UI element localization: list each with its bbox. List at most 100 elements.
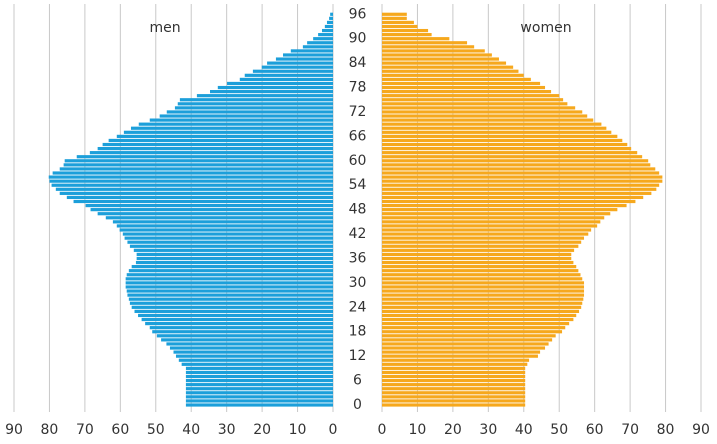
bar — [131, 265, 333, 269]
bar — [382, 151, 638, 155]
bar — [322, 28, 333, 33]
bar — [382, 305, 582, 309]
bar — [382, 228, 592, 232]
bar — [382, 277, 583, 281]
age-label: 24 — [349, 299, 367, 315]
age-label: 96 — [349, 6, 367, 22]
bar — [382, 163, 651, 167]
bar — [313, 37, 333, 41]
bar — [382, 155, 643, 159]
bar — [382, 387, 526, 391]
bar — [152, 330, 333, 334]
bar — [382, 61, 507, 65]
bar — [382, 383, 526, 387]
bar — [227, 81, 333, 86]
bar — [185, 366, 333, 370]
bar — [97, 146, 333, 151]
bar — [175, 354, 333, 358]
x-tick-label: 40 — [182, 422, 200, 438]
bar — [185, 387, 333, 391]
x-tick-label: 50 — [550, 422, 568, 438]
bar — [97, 212, 333, 216]
x-tick-label: 60 — [586, 422, 604, 438]
bar — [382, 28, 429, 33]
bar — [382, 199, 636, 204]
bar — [127, 240, 333, 244]
bar — [382, 53, 492, 57]
bar — [196, 94, 333, 98]
bar — [145, 322, 333, 326]
bar — [382, 183, 660, 187]
bar — [252, 69, 333, 73]
bar — [59, 191, 334, 195]
bar — [166, 342, 333, 346]
bar — [283, 53, 333, 57]
bar — [382, 244, 579, 248]
bar — [382, 395, 526, 399]
x-tick-label: 50 — [147, 422, 165, 438]
bar — [382, 77, 531, 81]
age-label: 36 — [349, 250, 367, 266]
bar — [239, 77, 333, 81]
bar — [185, 378, 333, 383]
bar — [382, 98, 564, 102]
bar — [149, 118, 333, 122]
bar — [382, 301, 583, 305]
bar — [382, 110, 583, 114]
bar — [382, 159, 649, 163]
bar — [138, 313, 333, 318]
bar — [329, 16, 333, 20]
bar — [136, 256, 333, 261]
bar — [131, 305, 333, 309]
bar — [382, 297, 584, 301]
bar — [108, 138, 334, 143]
bar — [382, 260, 574, 265]
bar — [112, 220, 333, 224]
bar — [382, 212, 611, 216]
bar — [135, 260, 333, 265]
bar — [382, 106, 576, 110]
bar — [382, 118, 594, 122]
bar — [382, 256, 572, 261]
bar — [382, 285, 585, 289]
bar — [307, 41, 333, 45]
bar — [382, 326, 566, 330]
bar — [156, 334, 333, 338]
bar — [52, 171, 333, 175]
bar — [382, 171, 660, 175]
bar — [382, 330, 563, 334]
bar — [128, 297, 333, 301]
bar — [122, 232, 333, 236]
bar — [382, 37, 450, 41]
bar — [166, 110, 333, 114]
bar — [382, 41, 468, 45]
bar — [382, 289, 585, 293]
bar — [49, 179, 333, 183]
bar — [159, 114, 333, 118]
x-tick-label: 60 — [111, 422, 129, 438]
bar — [125, 277, 334, 281]
bar — [185, 370, 333, 375]
bar — [382, 69, 519, 73]
age-label: 84 — [349, 55, 367, 71]
bar — [66, 195, 333, 200]
bar — [64, 159, 334, 163]
bar — [382, 191, 652, 195]
x-tick-label: 0 — [378, 422, 387, 438]
bar — [382, 232, 589, 236]
bar — [85, 203, 333, 208]
bar — [382, 220, 601, 224]
bar — [382, 85, 546, 90]
bar — [116, 134, 334, 138]
bar — [382, 346, 546, 350]
bar — [382, 334, 556, 338]
x-tick-label: 80 — [657, 422, 675, 438]
bar — [185, 374, 333, 379]
bar — [178, 358, 333, 362]
bar — [382, 138, 623, 143]
bar — [382, 252, 572, 257]
bar — [382, 265, 577, 269]
age-label: 54 — [349, 177, 367, 193]
bar — [382, 49, 485, 53]
